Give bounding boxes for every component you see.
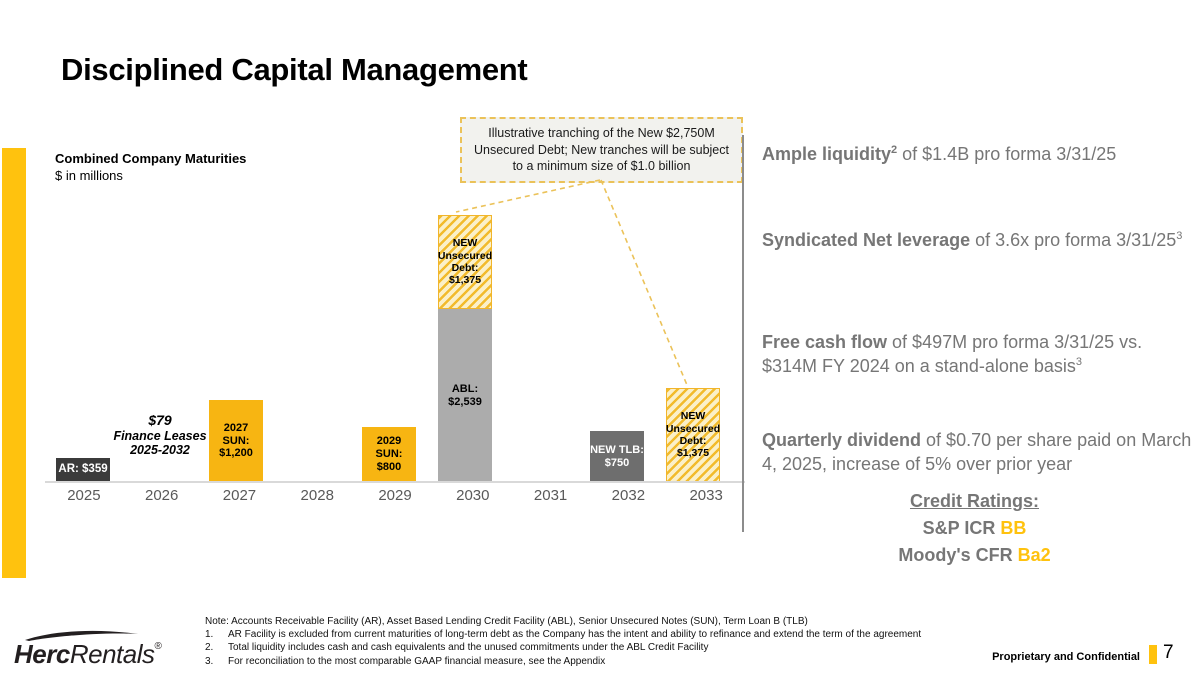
- highlight-bold: Quarterly dividend: [762, 430, 922, 450]
- x-tick-2025: 2025: [67, 487, 101, 504]
- highlight-leverage: Syndicated Net leverage of 3.6x pro form…: [762, 229, 1192, 253]
- highlight-text: of $497M pro forma 3/31/25 vs. $314M FY …: [762, 332, 1143, 376]
- x-axis-line: [45, 481, 745, 483]
- bar-2029-sun: 2029 SUN: $800: [362, 427, 416, 482]
- rating-sp: S&P ICR BB: [762, 518, 1187, 539]
- rating-agency: S&P ICR: [922, 518, 1001, 538]
- page-number: 7: [1163, 642, 1174, 663]
- footnote-ref: 3: [1176, 230, 1183, 242]
- highlight-text: of 3.6x pro forma 3/31/25: [970, 230, 1177, 250]
- footnote-note: Note: Accounts Receivable Facility (AR),…: [205, 616, 808, 627]
- highlight-free-cash-flow: Free cash flow of $497M pro forma 3/31/2…: [762, 331, 1192, 379]
- highlight-liquidity: Ample liquidity2 of $1.4B pro forma 3/31…: [762, 143, 1192, 167]
- footnotes: Note: Accounts Receivable Facility (AR),…: [205, 615, 975, 668]
- footnote-item: 2. Total liquidity includes cash and cas…: [205, 641, 975, 654]
- highlight-bold: Ample liquidity: [762, 144, 892, 164]
- x-tick-2028: 2028: [300, 487, 334, 504]
- credit-ratings-heading: Credit Ratings:: [909, 491, 1039, 511]
- finance-leases-annotation: $79 Finance Leases 2025-2032: [103, 412, 217, 458]
- herc-rentals-logo: HercRentals®: [14, 629, 184, 670]
- callout-box: Illustrative tranching of the New $2,750…: [460, 117, 743, 183]
- page-title: Disciplined Capital Management: [61, 52, 528, 87]
- bar-label: NEW Unsecured Debt: $1,375: [437, 237, 493, 287]
- bar-2030-abl: ABL: $2,539: [438, 309, 492, 482]
- footnote-text: AR Facility is excluded from current mat…: [228, 629, 922, 641]
- bar-2030-new-unsecured: NEW Unsecured Debt: $1,375: [438, 215, 492, 309]
- annotation-line2: Finance Leases: [113, 428, 207, 443]
- rating-value: BB: [1000, 518, 1027, 538]
- annotation-line3: 2025-2032: [130, 443, 190, 458]
- annotation-amount: $79: [148, 412, 172, 428]
- footnote-number: 3.: [205, 655, 214, 667]
- x-tick-2026: 2026: [144, 487, 179, 504]
- bar-label: AR: $359: [58, 463, 108, 476]
- bar-2032-tlb: NEW TLB: $750: [590, 431, 644, 482]
- footnote-item: 1. AR Facility is excluded from current …: [205, 628, 975, 641]
- chart-units-label: $ in millions: [55, 168, 123, 183]
- footnote-item: 3. For reconciliation to the most compar…: [205, 655, 975, 668]
- bar-label: NEW Unsecured Debt: $1,375: [665, 410, 721, 460]
- x-tick-2032: 2032: [611, 487, 646, 504]
- bar-2025-ar: AR: $359: [56, 458, 110, 482]
- bar-label: 2029 SUN: $800: [375, 435, 403, 473]
- logo-text: HercRentals®: [14, 639, 162, 669]
- x-tick-2029: 2029: [378, 487, 412, 504]
- rating-agency: Moody's CFR: [898, 545, 1018, 565]
- highlight-bold: Syndicated Net leverage: [762, 230, 971, 250]
- footnote-ref: 3: [1075, 355, 1083, 368]
- rating-moodys: Moody's CFR Ba2: [762, 545, 1187, 566]
- bar-label: ABL: $2,539: [448, 382, 482, 408]
- credit-ratings: Credit Ratings: S&P ICR BB Moody's CFR B…: [762, 491, 1187, 566]
- left-accent-bar: [2, 148, 26, 578]
- x-tick-2031: 2031: [533, 487, 568, 504]
- x-tick-2030: 2030: [456, 487, 490, 504]
- x-tick-2033: 2033: [689, 487, 723, 504]
- bar-label: NEW TLB: $750: [590, 443, 644, 469]
- highlight-bold: Free cash flow: [762, 332, 888, 352]
- logo-swoosh-icon: [25, 630, 138, 641]
- footnote-text: Total liquidity includes cash and cash e…: [228, 642, 709, 654]
- chart-title: Combined Company Maturities: [55, 151, 247, 166]
- bar-2027-sun: 2027 SUN: $1,200: [209, 400, 263, 482]
- x-axis-labels: 2025 2026 2027 2028 2029 2030 2031 2032 …: [45, 487, 745, 504]
- bar-label: 2027 SUN: $1,200: [219, 421, 253, 460]
- footnote-number: 1.: [205, 629, 214, 641]
- footnote-ref: 2: [891, 144, 898, 156]
- highlight-dividend: Quarterly dividend of $0.70 per share pa…: [762, 429, 1192, 477]
- vertical-divider: [742, 135, 744, 532]
- highlight-text: of $0.70 per share paid on March 4, 2025…: [762, 430, 1192, 474]
- chart-header: Combined Company Maturities $ in million…: [55, 151, 246, 183]
- highlight-text: of $1.4B pro forma 3/31/25: [897, 144, 1117, 164]
- bar-2030-stack: NEW Unsecured Debt: $1,375 ABL: $2,539: [438, 215, 492, 482]
- rating-value: Ba2: [1017, 545, 1051, 565]
- confidential-label: Proprietary and Confidential: [992, 651, 1140, 663]
- footnote-number: 2.: [205, 642, 214, 654]
- footnote-text: For reconciliation to the most comparabl…: [228, 655, 606, 667]
- page-number-marker: [1149, 645, 1157, 664]
- bar-2033-new-unsecured: NEW Unsecured Debt: $1,375: [666, 388, 720, 482]
- x-tick-2027: 2027: [222, 487, 257, 504]
